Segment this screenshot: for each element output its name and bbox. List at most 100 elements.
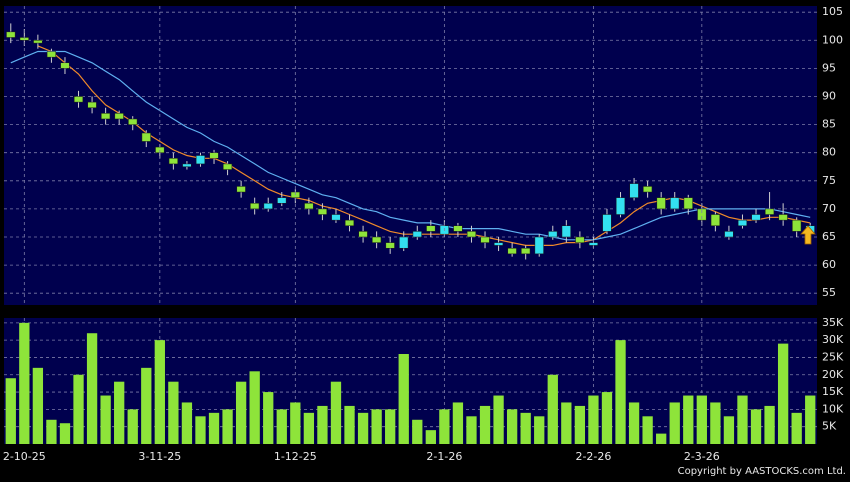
- volume-bar: [235, 381, 247, 444]
- candle-body: [87, 101, 97, 108]
- volume-bar: [154, 340, 165, 444]
- volume-bar: [601, 392, 613, 444]
- y-tick-label: 80: [822, 146, 836, 159]
- volume-bar: [561, 402, 572, 444]
- plot-layer: 55 60 65 70 75 80 85 90 95 100 105 5K 10K 15K 20K 25K 30…: [3, 5, 844, 463]
- volume-bar: [520, 412, 531, 444]
- volume-bar: [385, 409, 396, 444]
- volume-bar: [628, 402, 640, 444]
- volume-bar: [208, 412, 220, 444]
- x-tick-label: 2-3-26: [684, 450, 720, 463]
- candle-body: [426, 225, 436, 232]
- candle-body: [588, 242, 599, 246]
- volume-bar: [466, 416, 477, 444]
- y-tick-label: 35K: [822, 316, 844, 329]
- volume-bar: [46, 419, 57, 444]
- volume-bar: [276, 409, 287, 444]
- candle-body: [710, 214, 720, 227]
- candle-body: [764, 208, 775, 215]
- candle-body: [697, 208, 707, 221]
- x-tick-label: 2-2-26: [575, 450, 611, 463]
- volume-bar: [493, 395, 504, 444]
- candle-body: [575, 236, 585, 243]
- volume-bar: [737, 395, 748, 444]
- volume-bar: [317, 405, 328, 444]
- volume-bar: [32, 367, 44, 444]
- candle-body: [33, 40, 43, 44]
- volume-bar: [141, 367, 152, 444]
- volume-bar: [398, 354, 409, 444]
- candle-body: [372, 236, 382, 243]
- candle-body: [46, 51, 57, 58]
- candle-body: [724, 231, 734, 238]
- volume-bar: [439, 409, 450, 444]
- candle-body: [73, 96, 84, 103]
- candle-body: [602, 214, 612, 232]
- candle-body: [250, 203, 260, 210]
- x-tick-label: 3-11-25: [138, 450, 181, 463]
- volume-bar: [656, 433, 667, 444]
- y-tick-label: 65: [822, 230, 836, 243]
- volume-bar: [777, 343, 789, 444]
- candle-body: [6, 31, 16, 38]
- candle-body: [168, 158, 178, 165]
- volume-bar: [615, 340, 626, 444]
- candle-body: [453, 225, 463, 232]
- volume-bar: [86, 333, 98, 444]
- candle-body: [60, 62, 70, 69]
- volume-bar: [696, 395, 707, 444]
- volume-bar: [412, 419, 423, 444]
- y-tick-label: 15K: [822, 385, 844, 398]
- volume-bar: [181, 402, 193, 444]
- y-tick-label: 85: [822, 118, 836, 131]
- candle-body: [656, 197, 666, 210]
- candle-body: [534, 236, 544, 255]
- volume-bar: [330, 381, 342, 444]
- y-tick-label: 100: [822, 33, 843, 46]
- y-tick-label: 30K: [822, 333, 844, 346]
- volume-bar: [547, 374, 558, 444]
- volume-panel: [4, 318, 817, 444]
- candle-body: [344, 219, 355, 227]
- candle-body: [317, 208, 328, 215]
- y-tick-label: 5K: [822, 420, 837, 433]
- volume-bar: [574, 405, 586, 444]
- y-tick-label: 25K: [822, 350, 844, 363]
- y-tick-label: 105: [822, 5, 843, 18]
- copyright: Copyright by AASTOCKS.com Ltd.: [678, 466, 846, 477]
- candle-body: [236, 186, 246, 193]
- candle-body: [128, 118, 138, 125]
- candle-body: [277, 197, 287, 204]
- volume-bar: [357, 412, 369, 444]
- price-panel: [4, 6, 817, 305]
- x-tick-label: 2-1-26: [426, 450, 462, 463]
- candle-body: [101, 113, 111, 120]
- candle-body: [778, 214, 788, 221]
- volume-bar: [59, 423, 71, 444]
- volume-bar: [791, 412, 802, 444]
- candle-body: [751, 214, 761, 221]
- volume-bar: [764, 405, 775, 444]
- candle-body: [385, 242, 395, 249]
- volume-bar: [588, 395, 599, 444]
- y-tick-label: 90: [822, 89, 836, 102]
- volume-bar: [669, 402, 680, 444]
- y-tick-label: 60: [822, 258, 836, 271]
- volume-bar: [642, 416, 653, 444]
- candle-body: [629, 183, 639, 198]
- volume-bar: [127, 409, 138, 444]
- last-price-arrow: [800, 225, 816, 245]
- volume-bar: [263, 392, 274, 444]
- candle-body: [507, 247, 517, 255]
- candle-body: [548, 231, 558, 238]
- volume-bar: [195, 416, 206, 444]
- volume-bar: [290, 402, 301, 444]
- volume-bar: [303, 412, 315, 444]
- candle-body: [412, 231, 422, 238]
- y-tick-label: 20K: [822, 368, 844, 381]
- x-tick-label: 1-12-25: [274, 450, 317, 463]
- volume-bar: [425, 430, 436, 444]
- volume-bar: [5, 378, 16, 444]
